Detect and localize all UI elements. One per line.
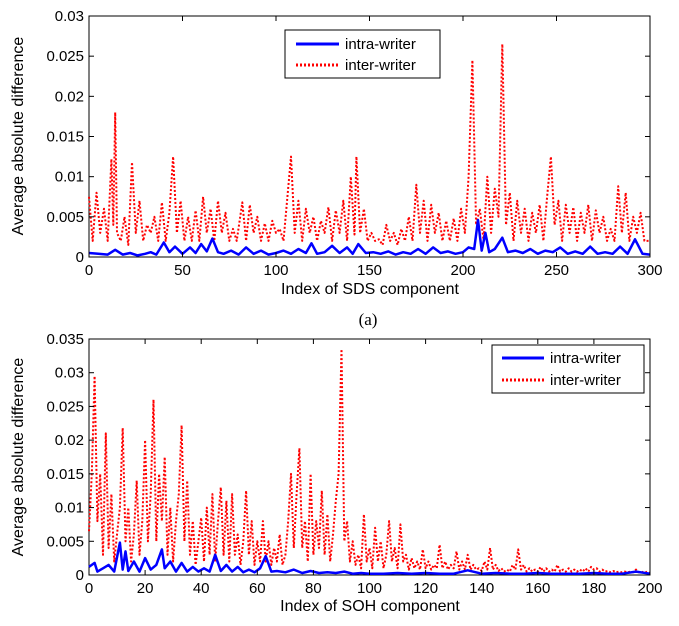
series-line-inter-writer [88,43,650,246]
x-tick-label: 80 [305,580,322,597]
y-ticks: 0 0.005 0.01 0.015 0.02 0.025 0.03 0.035 [46,331,650,584]
legend-box [491,344,645,394]
x-tick-label: 20 [137,580,154,597]
x-tick-label: 180 [581,580,606,597]
y-tick-label: 0.03 [55,365,84,382]
y-tick-label: 0.03 [55,8,84,25]
x-axis-label: Index of SDS component [281,281,459,298]
x-ticks: 0 20 40 60 80 100 120 140 160 180 200 [85,339,663,597]
series-line-inter-writer [88,348,651,574]
x-tick-label: 300 [637,262,662,279]
x-tick-label: 200 [450,262,475,279]
x-tick-label: 0 [85,262,93,279]
y-tick-label: 0.025 [46,48,84,65]
x-tick-label: 60 [249,580,266,597]
y-tick-label: 0.01 [55,169,84,186]
legend-label-inter-writer: inter-writer [550,372,621,389]
y-tick-label: 0.02 [55,432,84,449]
y-axis-label: Average absolute difference [10,37,27,236]
y-tick-label: 0.02 [55,88,84,105]
y-tick-label: 0 [76,249,84,266]
legend-box [284,29,441,79]
y-tick-label: 0 [76,567,84,584]
series-layer [88,348,651,575]
x-tick-label: 200 [637,580,662,597]
y-tick-label: 0.035 [46,331,84,348]
panel-caption: (a) [359,310,378,329]
x-tick-label: 160 [525,580,550,597]
legend: intra-writer inter-writer [284,29,441,79]
x-ticks: 0 50 100 150 200 250 300 [85,16,663,279]
y-tick-label: 0.015 [46,129,84,146]
y-ticks: 0 0.005 0.01 0.015 0.02 0.025 0.03 [46,8,650,266]
x-tick-label: 50 [174,262,191,279]
chart-soh: 0 20 40 60 80 100 120 140 160 180 200 0 0.005 0.01 0.… [10,331,663,615]
y-tick-label: 0.015 [46,466,84,483]
legend-label-intra-writer: intra-writer [345,36,416,53]
chart-sds: 0 50 100 150 200 250 300 0 0.005 0.01 0.015 0.02 0.… [10,8,663,298]
legend: intra-writer inter-writer [491,344,645,394]
x-tick-label: 250 [544,262,569,279]
series-line-intra-writer [88,541,651,575]
x-axis-label: Index of SOH component [280,598,460,615]
x-tick-label: 40 [193,580,210,597]
x-tick-label: 150 [357,262,382,279]
x-tick-label: 140 [469,580,494,597]
legend-label-inter-writer: inter-writer [345,57,416,74]
y-tick-label: 0.005 [46,533,84,550]
x-tick-label: 120 [413,580,438,597]
y-tick-label: 0.01 [55,500,84,517]
y-tick-label: 0.025 [46,398,84,415]
x-tick-label: 100 [263,262,288,279]
legend-label-intra-writer: intra-writer [550,350,621,367]
x-tick-label: 100 [357,580,382,597]
y-tick-label: 0.005 [46,209,84,226]
x-tick-label: 0 [85,580,93,597]
y-axis-label: Average absolute difference [10,358,27,557]
